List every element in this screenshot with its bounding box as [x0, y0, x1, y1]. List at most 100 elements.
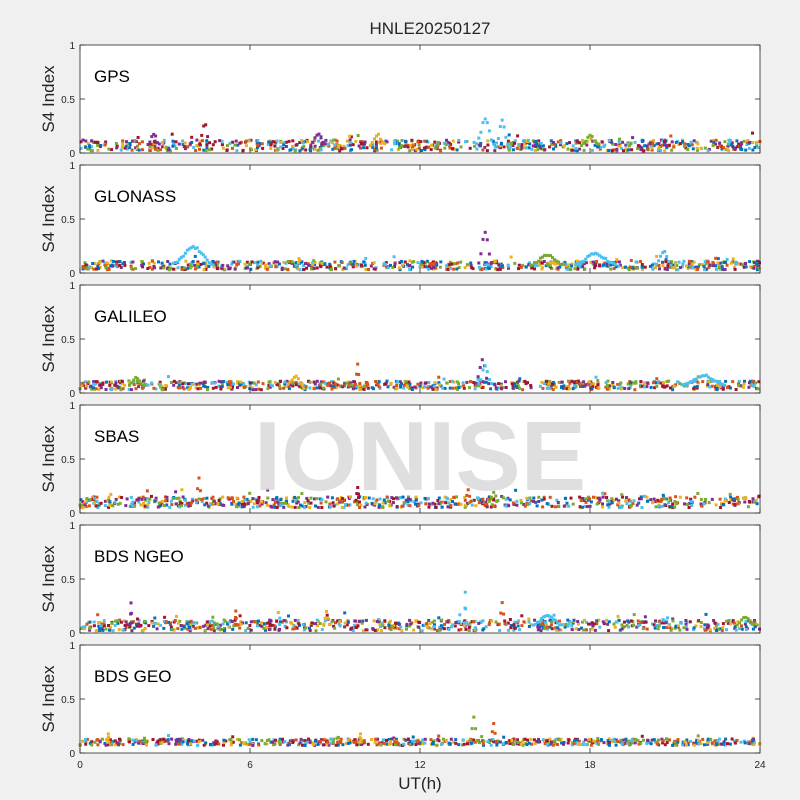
data-point [649, 742, 653, 746]
data-point [649, 498, 653, 502]
data-point [400, 629, 404, 633]
data-point [540, 261, 544, 265]
data-point [485, 149, 489, 153]
data-point [437, 502, 441, 506]
data-point [393, 140, 397, 143]
data-point [137, 385, 141, 389]
data-point [472, 498, 476, 502]
data-point [150, 135, 154, 139]
data-point [432, 619, 436, 623]
panel-label: GALILEO [94, 307, 167, 326]
data-point [584, 497, 588, 501]
data-point [265, 742, 269, 746]
data-point [441, 737, 445, 741]
data-point [243, 498, 247, 501]
data-point [204, 149, 208, 153]
data-point [246, 502, 250, 506]
data-point [297, 257, 301, 261]
data-point [204, 264, 208, 268]
data-point [303, 743, 307, 747]
data-point [614, 143, 618, 146]
data-point [607, 384, 611, 388]
data-point [544, 614, 547, 618]
data-point [153, 266, 156, 270]
data-point [462, 742, 466, 746]
data-point [607, 387, 611, 391]
data-point [603, 143, 607, 147]
data-point [268, 624, 272, 628]
data-point [555, 259, 558, 263]
data-point [351, 265, 355, 269]
data-point [351, 387, 355, 391]
data-point [373, 629, 377, 632]
data-point [681, 740, 685, 744]
data-point [451, 147, 455, 150]
data-point [343, 611, 347, 615]
data-point [79, 146, 83, 150]
data-point [475, 739, 479, 742]
data-point [209, 502, 213, 506]
data-point [700, 263, 704, 266]
data-point [402, 742, 406, 746]
data-point [84, 738, 87, 741]
data-point [129, 264, 133, 268]
data-point [146, 497, 150, 501]
data-point [435, 263, 439, 267]
data-point [445, 381, 449, 385]
data-point [508, 741, 512, 745]
data-point [650, 263, 654, 267]
data-point [103, 261, 107, 265]
data-point [633, 140, 637, 144]
data-point [461, 381, 465, 385]
data-point [386, 742, 390, 746]
data-point [744, 265, 748, 269]
data-point [514, 488, 518, 492]
data-point [146, 505, 150, 509]
data-point [212, 626, 216, 630]
data-point [92, 267, 96, 271]
data-point [630, 148, 634, 152]
data-point [193, 246, 197, 250]
data-point [312, 742, 316, 746]
data-point [590, 621, 594, 625]
data-point [667, 260, 671, 264]
data-point [597, 742, 601, 746]
data-point [298, 382, 302, 386]
data-point [612, 739, 616, 743]
data-point [327, 381, 331, 385]
data-point [110, 743, 114, 747]
data-point [718, 144, 722, 147]
data-point [683, 740, 687, 744]
data-point [225, 380, 229, 384]
data-point [199, 386, 203, 390]
data-point [187, 247, 191, 251]
data-point [330, 620, 334, 624]
data-point [329, 139, 333, 143]
data-point [747, 385, 751, 389]
data-point [202, 262, 206, 266]
data-point [162, 737, 166, 741]
data-point [260, 621, 263, 625]
data-point [338, 149, 342, 153]
data-point [527, 741, 531, 745]
data-point [350, 148, 353, 152]
data-point [262, 626, 266, 630]
data-point [425, 139, 428, 143]
y-tick-label: 0 [69, 509, 75, 520]
data-point [682, 382, 686, 386]
data-point [340, 261, 344, 264]
data-point [476, 375, 480, 379]
data-point [408, 268, 412, 271]
data-point [278, 741, 282, 745]
data-point [463, 619, 467, 623]
data-point [659, 621, 663, 625]
data-point [117, 386, 121, 390]
data-point [358, 619, 362, 623]
data-point [542, 260, 546, 263]
data-point [618, 628, 622, 632]
data-point [640, 506, 644, 509]
data-point [523, 379, 527, 383]
data-point [273, 627, 277, 631]
data-point [452, 267, 456, 271]
data-point [567, 504, 571, 508]
